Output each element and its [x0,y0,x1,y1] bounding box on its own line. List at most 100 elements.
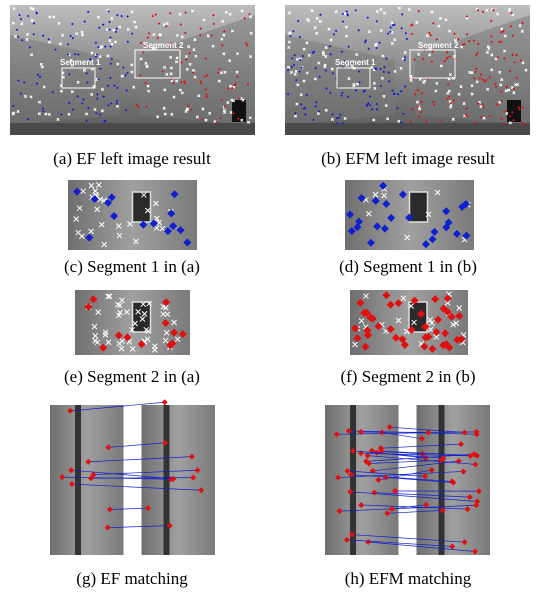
keypoint [479,73,483,76]
keypoint [370,108,374,111]
keypoint [417,309,426,318]
keypoint [401,112,405,116]
unmatched-point [115,104,119,108]
unmatched-point [228,84,233,88]
keypoint [298,70,302,74]
unmatched-point [363,293,369,299]
unmatched-point [456,305,463,311]
keypoint [432,328,441,337]
keypoint [190,474,197,481]
keypoint [116,86,119,90]
unmatched-point [286,65,291,69]
keypoint [135,103,138,107]
unmatched-point [184,55,188,59]
unmatched-point [119,297,125,304]
keypoint [71,36,75,40]
unmatched-point [316,111,320,116]
building [285,15,530,125]
keypoint [448,55,451,58]
unmatched-point [434,189,441,196]
keypoint [428,235,437,244]
unmatched-point [226,100,230,105]
match-line [372,460,459,472]
keypoint [38,75,42,79]
unmatched-point [330,117,334,121]
keypoint [481,102,485,106]
keypoint [17,79,20,82]
match-line [382,432,422,440]
unmatched-point [381,54,385,58]
keypoint [314,66,318,70]
unmatched-point [82,68,86,72]
unmatched-point [141,192,147,198]
unmatched-point [408,303,414,309]
panel-e: (e) Segment 2 in (a) [64,290,200,386]
keypoint [364,452,371,459]
unmatched-point [499,83,503,87]
keypoint [11,104,15,108]
keypoint [463,42,466,46]
keypoint [145,105,148,108]
unmatched-point [379,28,383,33]
keypoint [503,57,506,60]
keypoint [428,344,437,353]
keypoint [203,75,207,78]
unmatched-point [295,102,299,106]
keypoint [26,14,30,18]
unmatched-point [75,32,79,36]
unmatched-point [180,91,184,95]
keypoint [114,331,123,340]
unmatched-point [334,10,338,14]
keypoint [422,57,425,61]
unmatched-point [323,63,327,67]
keypoint [520,121,524,125]
keypoint [190,108,193,111]
unmatched-point [372,81,376,85]
keypoint [445,343,454,352]
keypoint [404,31,408,35]
keypoint [301,54,305,58]
unmatched-point [116,62,120,66]
keypoint [475,67,478,71]
keypoint [413,58,416,61]
keypoint [105,444,112,451]
keypoint [504,110,508,113]
keypoint [368,95,372,98]
keypoint [179,23,183,26]
keypoint [388,505,395,512]
keypoint [421,240,430,249]
keypoint [513,60,516,64]
unmatched-point [453,39,458,43]
unmatched-point [165,72,169,76]
unmatched-point [44,112,48,116]
keypoint [335,474,342,481]
segment-label: Segment 1 [60,58,101,67]
ground [10,123,255,135]
unmatched-point [90,51,94,55]
keypoint [361,342,370,351]
unmatched-point [404,234,410,241]
keypoint [375,102,379,106]
keypoint [331,71,335,75]
unmatched-point [427,316,433,323]
keypoint [116,13,119,17]
keypoint [180,80,183,84]
unmatched-point [446,91,450,95]
keypoint [485,78,488,82]
keypoint [354,89,358,92]
unmatched-point [235,70,239,74]
keypoint [341,91,344,95]
caption: (a) EF left image result [53,149,211,168]
keypoint [378,41,381,45]
match-line [346,539,453,547]
keypoint [298,35,302,39]
keypoint [405,213,414,222]
match-line [339,504,477,512]
keypoint [466,494,473,501]
keypoint [387,71,391,74]
keypoint [66,53,70,56]
unmatched-point [343,116,347,121]
keypoint [440,119,443,123]
unmatched-point [409,78,413,82]
unmatched-point [93,107,97,112]
